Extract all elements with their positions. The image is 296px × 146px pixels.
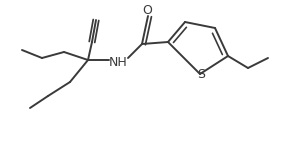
Text: S: S	[197, 68, 205, 81]
Text: NH: NH	[109, 55, 127, 68]
Text: O: O	[142, 4, 152, 16]
